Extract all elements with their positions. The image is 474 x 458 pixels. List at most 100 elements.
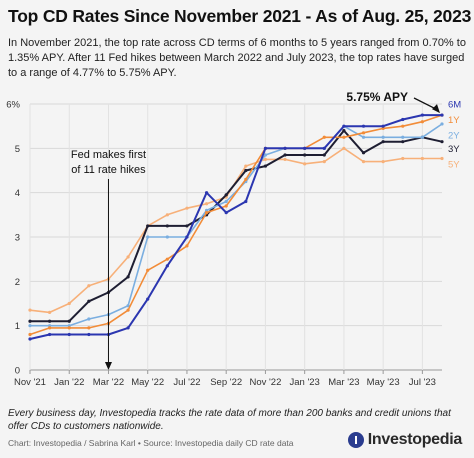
data-point-6m [204,191,209,195]
data-point-2y [263,153,268,157]
x-tick-label: May '22 [131,377,164,388]
data-point-3y [440,140,444,144]
data-point-1y [342,135,346,139]
data-point-6m [322,146,326,150]
y-axis-ticks: 0 1 2 3 4 5 6% [6,100,20,377]
data-point-2y [67,324,71,328]
data-point-1y [224,204,228,208]
legend-label-3y: 3Y [448,144,460,155]
legend-label-1y: 1Y [448,115,460,126]
series-line-3y [30,129,443,323]
y-tick-label: 6% [6,100,20,111]
chart-area: 0 1 2 3 4 5 6% Nov '21 Jan '22 Mar '22 May '22 Jul… [0,82,474,400]
y-tick-label: 4 [15,188,20,199]
data-point-2y [361,135,366,139]
y-tick-label: 1 [15,321,20,332]
y-tick-label: 3 [15,233,20,244]
series-line-6m [29,114,442,340]
data-point-5y [204,202,209,206]
data-point-2y [48,324,52,328]
data-point-6m [87,332,91,337]
data-point-3y [165,224,169,228]
data-point-2y [401,135,405,139]
data-point-1y [420,120,424,124]
data-point-3y [342,129,346,133]
x-tick-label: Nov '21 [14,377,46,388]
data-point-6m [126,326,130,330]
data-point-5y [361,160,366,164]
data-point-3y [283,153,287,157]
series-line-1y [29,114,443,336]
data-point-5y [126,255,130,259]
legend-label-6m: 6M [448,100,461,111]
chart-title: Top CD Rates Since November 2021 - As of… [8,6,472,26]
data-point-1y [185,244,189,248]
data-point-2y [87,317,91,321]
data-point-2y [146,235,150,239]
data-point-6m [28,337,32,341]
data-point-3y [401,140,405,144]
data-point-6m [244,199,248,204]
data-point-1y [28,332,32,337]
data-point-1y [165,257,169,261]
data-point-1y [146,268,150,272]
data-point-6m [185,235,189,239]
data-point-3y [263,164,268,168]
data-point-5y [48,310,52,314]
x-tick-label: Jul '23 [409,377,436,388]
data-point-6m [420,113,424,117]
data-point-6m [146,297,150,301]
line-chart: 0 1 2 3 4 5 6% Nov '21 Jan '22 Mar '22 May '22 Jul… [6,90,461,388]
investopedia-logo[interactable]: Investopedia [347,431,463,449]
legend-label-5y: 5Y [448,159,460,170]
data-point-2y [420,135,424,139]
data-point-1y [381,126,385,130]
x-tick-label: May '23 [367,377,400,388]
fed-annotation-line2: of 11 rate hikes [71,164,146,176]
data-point-3y [303,153,307,157]
data-point-2y [440,122,444,126]
data-point-3y [28,319,32,323]
y-tick-label: 0 [15,366,20,377]
data-point-1y [322,135,326,139]
logo-text: Investopedia [367,431,463,448]
fed-annotation-line1: Fed makes first [71,149,146,161]
data-point-3y [67,319,71,323]
data-point-6m [48,332,52,337]
data-point-5y [303,162,307,166]
data-point-6m [401,117,405,122]
x-tick-label: Nov '22 [249,377,281,388]
data-point-5y [440,156,444,161]
footnote: Every business day, Investopedia tracks … [8,408,451,432]
data-point-5y [322,160,326,164]
apy-arrow-head [432,104,440,114]
series-lines [28,113,444,341]
data-point-1y [126,308,130,312]
x-tick-label: Jul '22 [173,377,200,388]
chart-subtitle: In November 2021, the top rate across CD… [8,37,466,79]
data-point-5y [401,156,405,161]
data-point-6m [283,146,287,150]
data-point-2y [381,135,385,139]
data-point-3y [185,224,189,228]
data-point-3y [361,151,366,155]
data-point-3y [87,299,91,303]
data-point-6m [342,124,346,128]
x-tick-label: Mar '23 [328,377,359,388]
data-point-5y [244,164,248,168]
data-point-5y [342,146,346,150]
chart-credit: Chart: Investopedia / Sabrina Karl • Sou… [8,438,294,448]
annotations: Fed makes first of 11 rate hikes 5.75% APY [71,90,440,370]
y-tick-label: 5 [15,144,20,155]
x-tick-label: Mar '22 [93,377,124,388]
data-point-2y [126,304,130,308]
data-point-3y [244,168,248,173]
data-point-3y [322,153,326,157]
x-tick-label: Jan '23 [289,377,319,388]
data-point-2y [224,199,228,204]
data-point-5y [87,284,91,288]
data-point-6m [303,146,307,150]
data-point-6m [263,146,268,150]
data-point-6m [440,113,444,117]
data-point-5y [165,213,169,217]
